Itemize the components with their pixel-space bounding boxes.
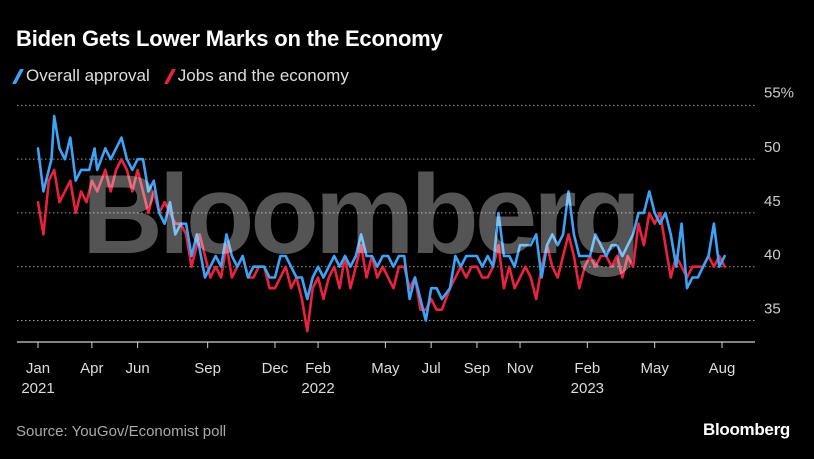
x-tick-label: Sep (194, 360, 221, 377)
x-tick-label: Jun (126, 360, 150, 377)
y-tick-label: 35 (764, 300, 781, 317)
y-axis-labels: 35 40 45 50 55% (764, 84, 794, 317)
x-tick-label: Nov (507, 360, 534, 377)
x-tick-year-label: 2023 (571, 380, 604, 397)
series-lines (36, 114, 726, 333)
x-tick-year-label: 2021 (21, 380, 54, 397)
x-tick-label: May (371, 360, 400, 377)
x-tick-label: Jan (26, 360, 50, 377)
x-tick-label: Apr (80, 360, 103, 377)
chart-title: Biden Gets Lower Marks on the Economy (16, 26, 443, 51)
x-tick-label: Jul (422, 360, 441, 377)
x-tick-year-label: 2022 (301, 380, 334, 397)
legend-item-overall: Overall approval (12, 66, 150, 86)
legend-label-jobs: Jobs and the economy (177, 66, 349, 85)
legend-item-jobs: Jobs and the economy (163, 66, 349, 86)
y-tick-label: 55% (764, 84, 794, 101)
series-line-overall-approval (36, 114, 726, 322)
brand-logo: Bloomberg (702, 420, 790, 439)
x-tick-label: Aug (709, 360, 736, 377)
legend: Overall approval Jobs and the economy (12, 66, 349, 86)
y-tick-label: 50 (764, 139, 781, 156)
x-tick-label: Dec (262, 360, 289, 377)
x-tick-label: May (641, 360, 670, 377)
x-axis: Jan 2021 Apr Jun Sep Dec Feb 2022 May Jul Sep Nov Fe… (17, 341, 755, 397)
legend-label-overall: Overall approval (26, 66, 150, 85)
x-tick-label: Sep (464, 360, 491, 377)
grid-lines (17, 104, 755, 321)
x-tick-label: Feb (574, 360, 600, 377)
x-tick-label: Feb (305, 360, 331, 377)
series-line-jobs-economy (36, 157, 726, 333)
y-tick-label: 45 (764, 193, 781, 210)
y-tick-label: 40 (764, 247, 781, 264)
source-note: Source: YouGov/Economist poll (16, 423, 227, 440)
